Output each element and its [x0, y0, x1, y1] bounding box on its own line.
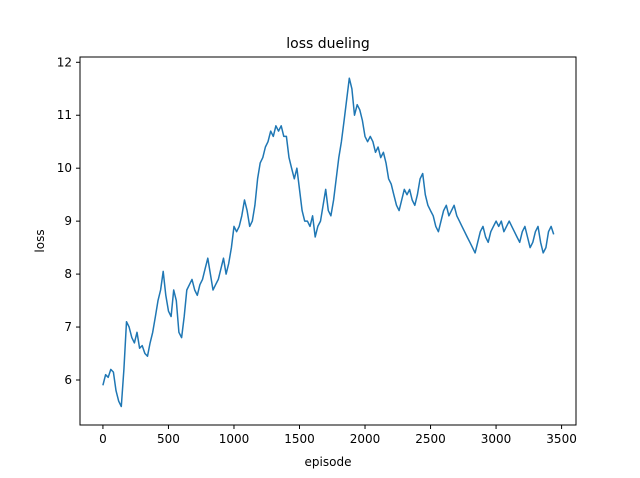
x-tick-label: 3500: [546, 432, 577, 446]
x-tick-label: 3000: [481, 432, 512, 446]
y-axis-ticks: 6 7 8 9 10 11 12: [57, 55, 80, 387]
x-tick-label: 500: [157, 432, 180, 446]
x-tick-label: 1500: [284, 432, 315, 446]
y-tick-label: 6: [64, 373, 72, 387]
loss-series-line: [102, 77, 555, 408]
y-tick-label: 8: [64, 267, 72, 281]
y-tick-label: 11: [57, 108, 72, 122]
plot-frame: [79, 56, 577, 426]
x-tick-label: 0: [99, 432, 107, 446]
y-tick-label: 12: [57, 55, 72, 69]
chart-title: loss dueling: [286, 36, 369, 52]
y-tick-label: 9: [64, 214, 72, 228]
x-tick-label: 1000: [219, 432, 250, 446]
x-axis-label: episode: [305, 455, 352, 469]
x-tick-label: 2500: [415, 432, 446, 446]
y-tick-label: 7: [64, 320, 72, 334]
x-axis-ticks: 0 500 1000 1500 2000 2500 3000 3500: [99, 425, 577, 446]
y-tick-label: 10: [57, 161, 72, 175]
y-axis-label: loss: [33, 229, 47, 252]
x-tick-label: 2000: [350, 432, 381, 446]
plot-line-group: [102, 77, 555, 408]
